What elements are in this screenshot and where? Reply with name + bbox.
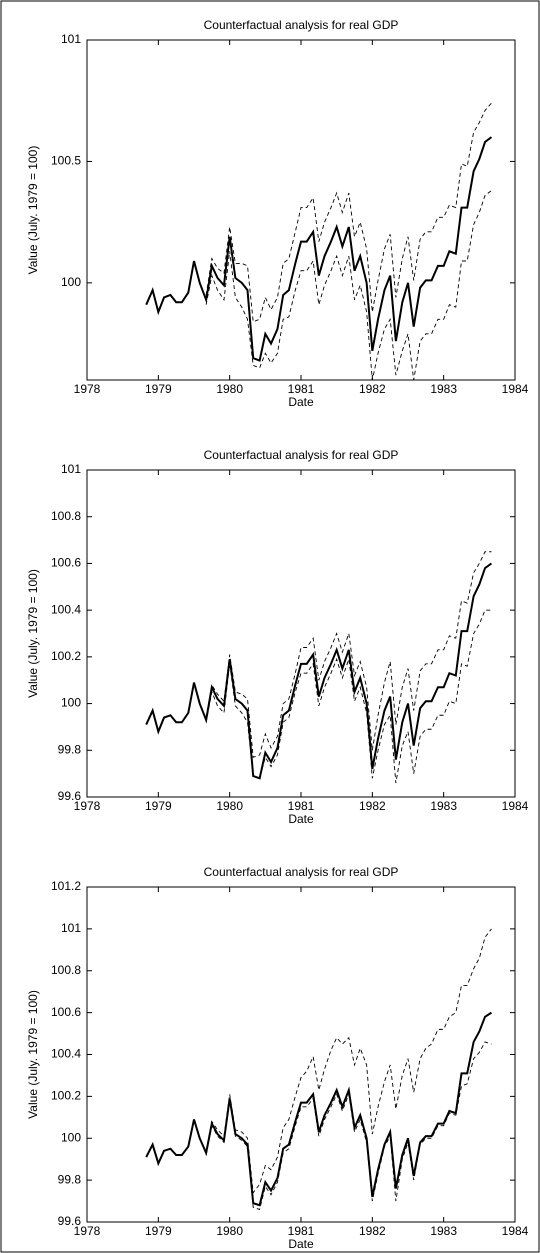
x-tick-label: 1978	[74, 1224, 101, 1238]
x-tick-label: 1984	[502, 799, 529, 813]
dashed-line	[205, 928, 492, 1194]
x-tick-label: 1979	[145, 1224, 172, 1238]
x-tick-label: 1978	[74, 799, 101, 813]
x-axis-label: Date	[288, 812, 314, 826]
chart-title: Counterfactual analysis for real GDP	[204, 18, 399, 32]
y-tick-label: 100	[61, 275, 81, 289]
x-tick-label: 1980	[216, 1224, 243, 1238]
x-tick-label: 1980	[216, 382, 243, 396]
dashed-line	[205, 551, 492, 758]
x-axis-label: Date	[288, 1237, 314, 1251]
y-tick-label: 100.6	[51, 556, 81, 570]
y-tick-label: 100.8	[51, 963, 81, 977]
y-axis-label: Value (July. 1979 = 100)	[26, 990, 40, 1119]
axes-box	[86, 469, 516, 798]
y-tick-label: 100.4	[51, 1047, 81, 1061]
y-tick-label: 99.8	[58, 742, 82, 756]
y-tick-label: 99.6	[58, 789, 82, 803]
solid-line	[145, 1011, 493, 1207]
y-tick-label: 100.2	[51, 649, 81, 663]
dashed-line	[205, 102, 492, 323]
dashed-line	[205, 1041, 492, 1211]
y-tick-label: 99.8	[58, 1172, 82, 1186]
y-tick-label: 100	[61, 696, 81, 710]
x-tick-label: 1980	[216, 799, 243, 813]
y-tick-label: 100.8	[51, 509, 81, 523]
x-tick-label: 1979	[145, 382, 172, 396]
x-tick-label: 1984	[502, 382, 529, 396]
y-tick-label: 100.2	[51, 1089, 81, 1103]
x-tick-label: 1983	[430, 799, 457, 813]
solid-line	[145, 562, 493, 780]
plot-area	[145, 928, 493, 1211]
y-tick-label: 101	[61, 462, 81, 476]
y-tick-label: 99.6	[58, 1214, 82, 1228]
y-tick-label: 100.5	[51, 154, 81, 168]
x-tick-label: 1984	[502, 1224, 529, 1238]
y-axis-label: Value (July. 1979 = 100)	[26, 569, 40, 698]
x-tick-label: 1978	[74, 382, 101, 396]
x-tick-label: 1983	[430, 1224, 457, 1238]
x-tick-label: 1979	[145, 799, 172, 813]
y-tick-label: 101.2	[51, 879, 81, 893]
y-tick-label: 101	[61, 32, 81, 46]
plot-area	[145, 551, 493, 784]
x-tick-label: 1981	[288, 1224, 315, 1238]
y-tick-label: 101	[61, 921, 81, 935]
plot-area	[145, 102, 493, 380]
axes-box	[86, 886, 516, 1223]
y-tick-label: 100.6	[51, 1005, 81, 1019]
dashed-line	[205, 190, 492, 380]
x-tick-label: 1982	[359, 799, 386, 813]
x-tick-label: 1981	[288, 799, 315, 813]
y-tick-label: 100	[61, 1130, 81, 1144]
x-tick-label: 1982	[359, 1224, 386, 1238]
x-tick-label: 1981	[288, 382, 315, 396]
axes-box	[86, 39, 516, 381]
chart-title: Counterfactual analysis for real GDP	[204, 448, 399, 462]
solid-line	[145, 136, 493, 362]
x-axis-label: Date	[288, 395, 314, 409]
chart-title: Counterfactual analysis for real GDP	[204, 865, 399, 879]
y-tick-label: 100.4	[51, 602, 81, 616]
x-tick-label: 1982	[359, 382, 386, 396]
x-tick-label: 1983	[430, 382, 457, 396]
y-axis-label: Value (July. 1979 = 100)	[26, 146, 40, 275]
